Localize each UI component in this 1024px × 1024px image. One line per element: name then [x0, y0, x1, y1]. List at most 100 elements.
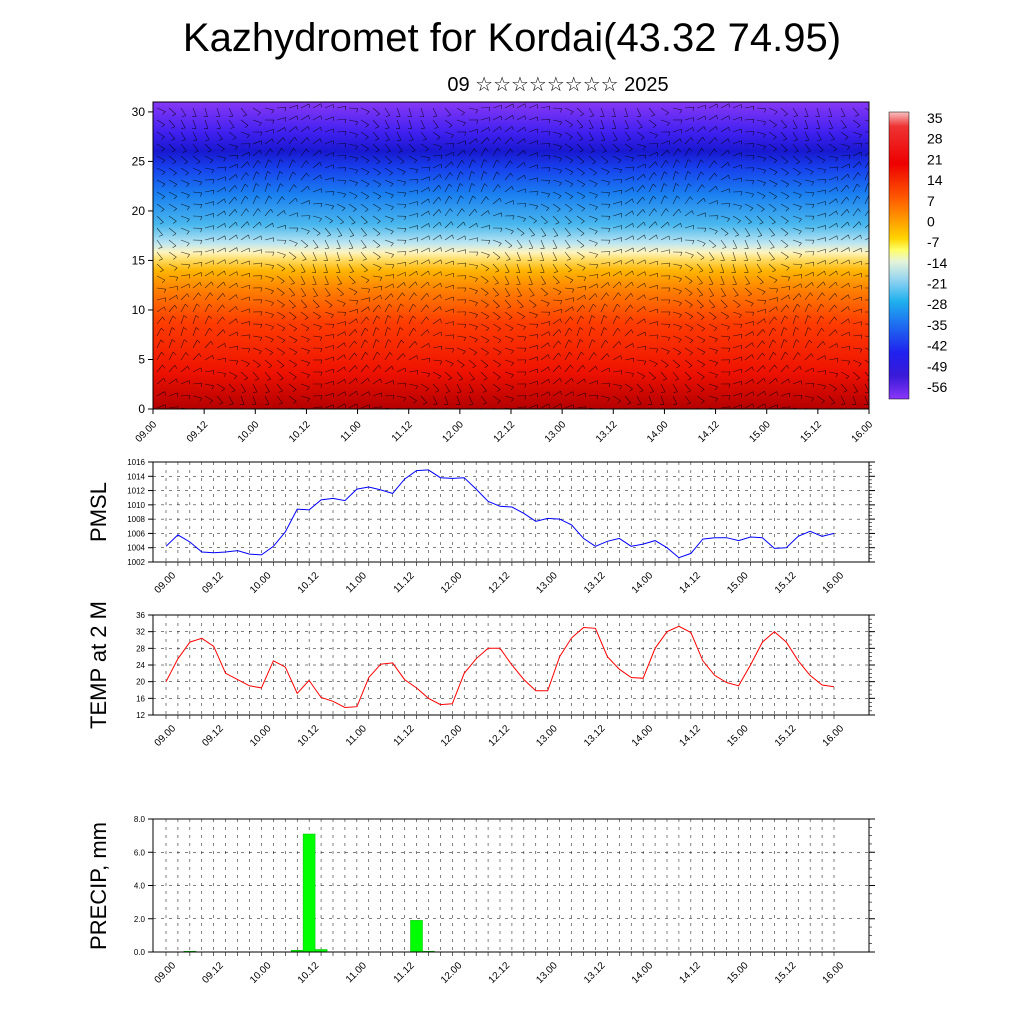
wind-barb-flag [260, 131, 263, 136]
wind-barb-flag [320, 203, 323, 208]
wind-barb [288, 287, 296, 296]
wind-barb-flag [870, 160, 873, 163]
wind-barb [168, 119, 176, 127]
wind-barb [720, 174, 729, 181]
wind-barb [420, 304, 427, 313]
wind-barb [708, 299, 716, 307]
wind-barb-flag [482, 402, 487, 405]
wind-barb-flag [812, 368, 814, 373]
wind-barb-flag [377, 172, 381, 176]
wind-barb [636, 331, 646, 337]
wind-barb-flag [579, 138, 583, 141]
wind-barb [720, 103, 730, 109]
wind-barb-flag [772, 327, 777, 332]
wind-barb-flag [570, 316, 573, 321]
wind-barb-flag [523, 326, 526, 331]
wind-barb-flag [474, 326, 478, 331]
wind-barb-flag [639, 390, 644, 393]
wind-barb-flag [272, 119, 275, 124]
wind-barb [168, 339, 173, 349]
wind-barb [396, 107, 401, 117]
wind-barb [816, 155, 826, 161]
wind-barb [420, 166, 430, 169]
wind-barb-flag [469, 416, 473, 417]
wind-barb-flag [569, 160, 574, 164]
wind-barb [792, 131, 798, 140]
wind-barb [588, 227, 598, 232]
wind-barb-flag [257, 208, 261, 212]
wind-barb [324, 177, 334, 181]
wind-barb [588, 263, 598, 266]
wind-barb [588, 215, 598, 220]
wind-barb [264, 148, 271, 157]
wind-barb-flag [320, 103, 322, 108]
wind-barb [300, 335, 310, 340]
wind-barb-flag [784, 245, 789, 248]
wind-barb [804, 395, 814, 399]
wind-barb-flag [616, 414, 620, 416]
wind-barb [264, 371, 271, 380]
wind-barb [528, 227, 536, 236]
wind-barb-flag [581, 196, 586, 200]
wind-barb-flag [774, 316, 777, 321]
pmsl-axis-label: PMSL [86, 482, 111, 542]
wind-barb-flag [799, 254, 802, 258]
wind-barb-flag [589, 127, 594, 129]
wind-barb [324, 215, 333, 221]
wind-barb-flag [172, 220, 177, 224]
wind-barb [432, 185, 440, 193]
wind-barb [780, 143, 788, 151]
wind-barb [708, 323, 718, 329]
wind-barb-flag [757, 271, 762, 273]
wind-barb [408, 328, 414, 337]
x-tick-label: 11.12 [392, 960, 417, 985]
wind-barb-flag [457, 391, 462, 393]
wind-barb [180, 274, 190, 277]
wind-barb-flag [654, 363, 658, 367]
wind-barb [372, 315, 378, 325]
wind-barb-flag [284, 127, 286, 132]
wind-barb [432, 282, 441, 289]
colorbar-label: 7 [927, 193, 935, 209]
wind-barb [756, 215, 764, 223]
wind-barb-flag [773, 171, 778, 176]
wind-barb [216, 281, 224, 289]
wind-barb [696, 126, 705, 133]
wind-barb-flag [294, 412, 297, 415]
wind-barb [696, 311, 705, 318]
wind-barb [168, 351, 174, 361]
wind-barb [612, 395, 621, 402]
wind-barb-flag [354, 365, 358, 370]
colorbar-label: -42 [927, 338, 947, 354]
wind-barb-flag [541, 283, 546, 285]
wind-barb [216, 293, 224, 301]
wind-barb [480, 183, 485, 193]
wind-barb-flag [235, 306, 238, 311]
wind-barb [600, 143, 607, 152]
wind-barb-flag [171, 339, 176, 343]
wind-barb [336, 379, 345, 385]
wind-barb-flag [344, 379, 346, 384]
wind-barb [408, 213, 418, 217]
wind-barb [636, 107, 642, 117]
wind-barb [360, 191, 369, 197]
wind-barb [420, 131, 427, 140]
wind-barb-flag [806, 150, 811, 153]
wind-barb-flag [356, 108, 359, 113]
wind-barb-flag [645, 346, 647, 351]
wind-barb [768, 179, 778, 185]
wind-barb-flag [618, 341, 622, 345]
wind-barb-flag [728, 371, 731, 376]
wind-barb-flag [439, 174, 442, 179]
wind-barb-flag [690, 254, 694, 259]
wind-barb-flag [752, 131, 755, 136]
wind-barb [432, 383, 440, 391]
wind-barb-flag [171, 327, 176, 331]
wind-barb-flag [195, 327, 200, 331]
wind-barb-flag [555, 282, 560, 285]
wind-barb [204, 107, 208, 117]
wind-barb [324, 263, 328, 273]
wind-barb [552, 143, 562, 147]
wind-barb-flag [172, 113, 176, 117]
temp-grid [153, 614, 869, 716]
